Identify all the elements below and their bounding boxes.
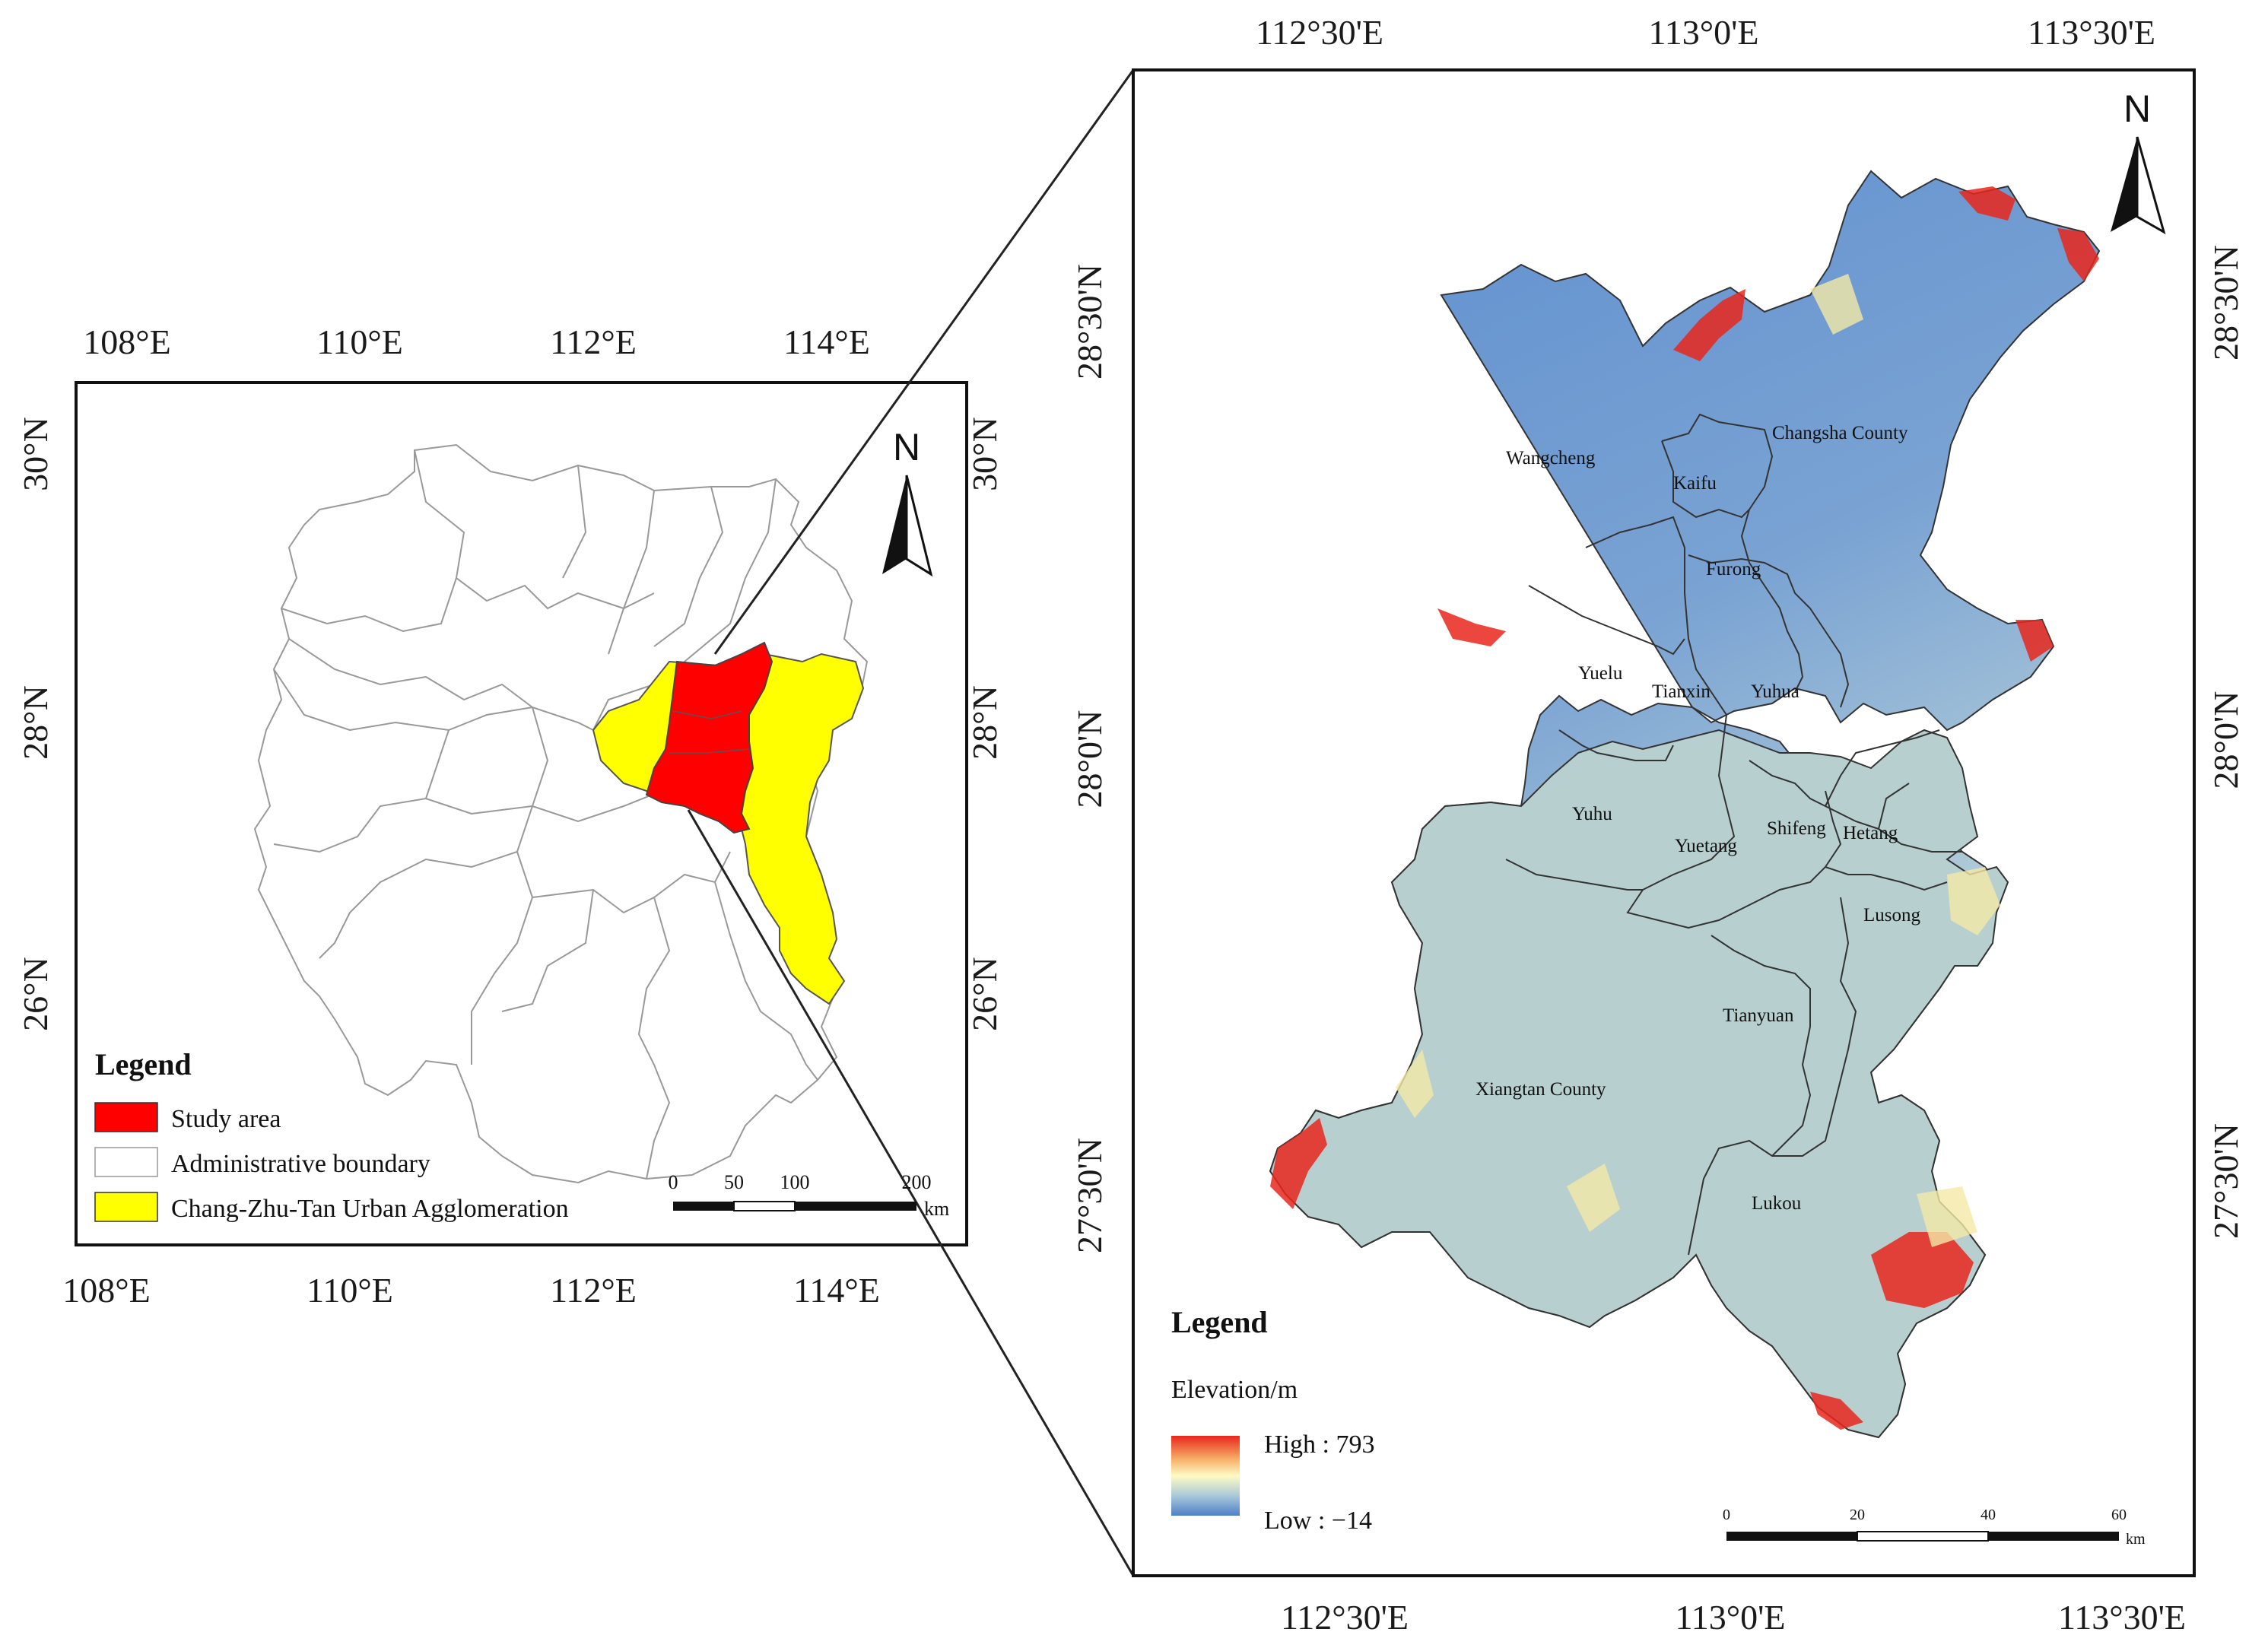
svg-text:113°0'E: 113°0'E	[1648, 13, 1758, 52]
svg-text:200: 200	[902, 1171, 932, 1193]
svg-text:28°30'N: 28°30'N	[2206, 245, 2245, 360]
svg-text:30°N: 30°N	[16, 417, 55, 491]
svg-text:0: 0	[669, 1171, 678, 1193]
svg-text:113°0'E: 113°0'E	[1675, 1598, 1785, 1637]
legend-swatch-admin-boundary	[94, 1147, 158, 1177]
cztua-region	[592, 653, 865, 1005]
svg-text:108°E: 108°E	[62, 1271, 151, 1310]
district-labels: Wangcheng Kaifu Changsha County Furong Y…	[1475, 423, 1921, 1214]
right-north-arrow: N	[2111, 87, 2166, 235]
label-changsha-county: Changsha County	[1772, 423, 1908, 443]
label-lusong: Lusong	[1863, 905, 1921, 926]
right-north-label: N	[2123, 87, 2151, 130]
left-north-arrow: N	[882, 426, 933, 577]
zoom-line-top	[713, 69, 1135, 655]
legend-swatch-cztua	[94, 1192, 158, 1222]
dem-south	[1269, 729, 2009, 1439]
label-tianyuan: Tianyuan	[1723, 1005, 1794, 1026]
svg-text:26°N: 26°N	[16, 957, 55, 1031]
svg-text:km: km	[2126, 1531, 2146, 1548]
right-top-ticks: 112°30'E 113°0'E 113°30'E	[1256, 13, 2155, 52]
svg-text:km: km	[924, 1198, 949, 1220]
north-arrow-icon	[2111, 137, 2137, 232]
label-xiangtan-county: Xiangtan County	[1475, 1079, 1606, 1100]
svg-text:0: 0	[1723, 1507, 1730, 1523]
hunan-internal-boundaries	[273, 449, 818, 1180]
legend-label-cztua: Chang-Zhu-Tan Urban Agglomeration	[171, 1195, 569, 1223]
left-legend-title: Legend	[95, 1047, 192, 1081]
label-kaifu: Kaifu	[1673, 473, 1717, 494]
legend-low: Low : −14	[1264, 1507, 1372, 1535]
left-map: N Legend Study area Administrative bound…	[16, 69, 1135, 1577]
right-map: Wangcheng Kaifu Changsha County Furong Y…	[1070, 13, 2245, 1637]
label-yuetang: Yuetang	[1675, 836, 1737, 856]
label-yuelu: Yuelu	[1578, 663, 1623, 684]
left-scale-bar: 0 50 100 200 km	[669, 1171, 950, 1220]
right-legend-title: Legend	[1171, 1305, 1268, 1339]
left-left-ticks: 30°N 28°N 26°N	[16, 417, 55, 1031]
right-scale-bar: 0 20 40 60 km	[1723, 1507, 2146, 1548]
label-furong: Furong	[1706, 559, 1761, 579]
svg-text:108°E: 108°E	[83, 322, 171, 361]
svg-text:110°E: 110°E	[307, 1271, 393, 1310]
svg-text:20: 20	[1850, 1507, 1865, 1523]
svg-text:114°E: 114°E	[793, 1271, 880, 1310]
label-wangcheng: Wangcheng	[1506, 448, 1596, 468]
label-yuhua: Yuhua	[1751, 681, 1799, 702]
right-left-ticks: 28°30'N 28°0'N 27°30'N	[1070, 264, 1109, 1253]
svg-text:40: 40	[1981, 1507, 1996, 1523]
study-area-internal	[669, 710, 750, 754]
left-bottom-ticks: 108°E 110°E 112°E 114°E	[62, 1271, 880, 1310]
svg-text:27°30'N: 27°30'N	[2206, 1123, 2245, 1239]
svg-text:112°E: 112°E	[550, 322, 637, 361]
elevation-ramp	[1171, 1436, 1240, 1516]
svg-text:113°30'E: 113°30'E	[2028, 13, 2155, 52]
right-right-ticks: 28°30'N 28°0'N 27°30'N	[2206, 245, 2245, 1239]
legend-label-admin-boundary: Administrative boundary	[171, 1150, 430, 1178]
legend-swatch-study-area	[94, 1102, 158, 1132]
svg-text:113°30'E: 113°30'E	[2058, 1598, 2186, 1637]
label-yuhu: Yuhu	[1572, 804, 1612, 824]
svg-text:112°E: 112°E	[550, 1271, 637, 1310]
legend-label-study-area: Study area	[171, 1105, 281, 1133]
label-shifeng: Shifeng	[1767, 818, 1826, 839]
svg-text:60: 60	[2111, 1507, 2127, 1523]
svg-text:27°30'N: 27°30'N	[1070, 1138, 1109, 1253]
svg-text:28°30'N: 28°30'N	[1070, 264, 1109, 379]
left-north-label: N	[893, 426, 920, 468]
svg-text:28°N: 28°N	[965, 685, 1004, 760]
right-bottom-ticks: 112°30'E 113°0'E 113°30'E	[1281, 1598, 2186, 1637]
left-top-ticks: 108°E 110°E 112°E 114°E	[83, 322, 870, 361]
svg-text:114°E: 114°E	[783, 322, 870, 361]
svg-text:28°0'N: 28°0'N	[1070, 710, 1109, 808]
svg-text:110°E: 110°E	[316, 322, 403, 361]
left-legend: Legend Study area Administrative boundar…	[94, 1047, 569, 1223]
svg-text:50: 50	[724, 1171, 744, 1193]
zoom-line-bottom	[687, 809, 1135, 1577]
legend-high: High : 793	[1264, 1430, 1374, 1459]
svg-text:28°N: 28°N	[16, 685, 55, 760]
svg-text:26°N: 26°N	[965, 957, 1004, 1031]
right-legend-subtitle: Elevation/m	[1171, 1376, 1298, 1404]
label-hetang: Hetang	[1843, 823, 1898, 843]
study-area-region	[645, 641, 773, 834]
high-elevation-patches	[1270, 186, 2099, 1430]
svg-text:28°0'N: 28°0'N	[2206, 691, 2245, 789]
right-legend: Legend Elevation/m High : 793 Low : −14	[1171, 1305, 1374, 1535]
district-boundaries	[1505, 413, 1962, 1256]
svg-text:30°N: 30°N	[965, 417, 1004, 491]
north-arrow-icon	[882, 475, 907, 574]
label-lukou: Lukou	[1752, 1193, 1802, 1214]
label-tianxin: Tianxin	[1652, 681, 1711, 702]
mid-elevation-patches	[1396, 274, 2000, 1247]
svg-text:100: 100	[780, 1171, 810, 1193]
svg-text:112°30'E: 112°30'E	[1256, 13, 1383, 52]
svg-text:112°30'E: 112°30'E	[1281, 1598, 1409, 1637]
left-right-ticks: 30°N 28°N 26°N	[965, 417, 1004, 1031]
